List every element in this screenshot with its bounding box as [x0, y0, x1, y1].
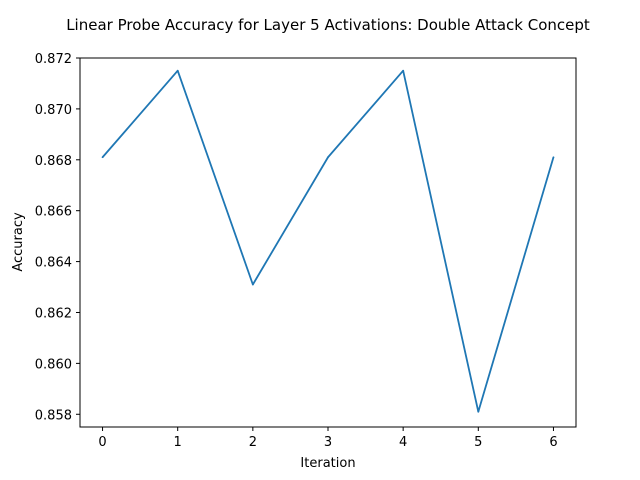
y-tick-label: 0.858 [35, 408, 72, 423]
x-tick-label: 5 [474, 435, 482, 450]
y-tick-label: 0.864 [35, 256, 72, 271]
x-tick-label: 6 [549, 435, 557, 450]
data-point [176, 69, 179, 72]
data-point [327, 156, 329, 159]
chart-title: Linear Probe Accuracy for Layer 5 Activa… [66, 16, 590, 34]
x-tick-label: 3 [324, 435, 332, 450]
data-point [101, 156, 104, 159]
x-tick-label: 0 [98, 435, 106, 450]
y-tick-label: 0.860 [35, 357, 72, 372]
x-axis-label: Iteration [300, 456, 355, 471]
series-line-0 [101, 69, 555, 413]
y-tick-label: 0.868 [35, 154, 72, 169]
x-tick-label: 2 [249, 435, 257, 450]
y-tick-label: 0.870 [35, 103, 72, 118]
x-axis: 0 1 2 3 4 5 6 [98, 427, 558, 450]
data-point [552, 156, 555, 159]
data-point [251, 283, 254, 286]
data-point [402, 69, 405, 72]
plot-area-frame [79, 57, 577, 428]
series-layer [101, 69, 555, 413]
y-tick-label: 0.866 [35, 205, 72, 220]
y-tick-label: 0.862 [35, 306, 72, 321]
x-tick-label: 1 [174, 435, 182, 450]
y-axis: 0.858 0.860 0.862 0.864 0.866 0.868 0.870 0.872 [35, 52, 80, 423]
x-tick-label: 4 [399, 435, 407, 450]
y-axis-label: Accuracy [11, 212, 26, 272]
y-tick-label: 0.872 [35, 52, 72, 67]
data-point [477, 410, 480, 413]
